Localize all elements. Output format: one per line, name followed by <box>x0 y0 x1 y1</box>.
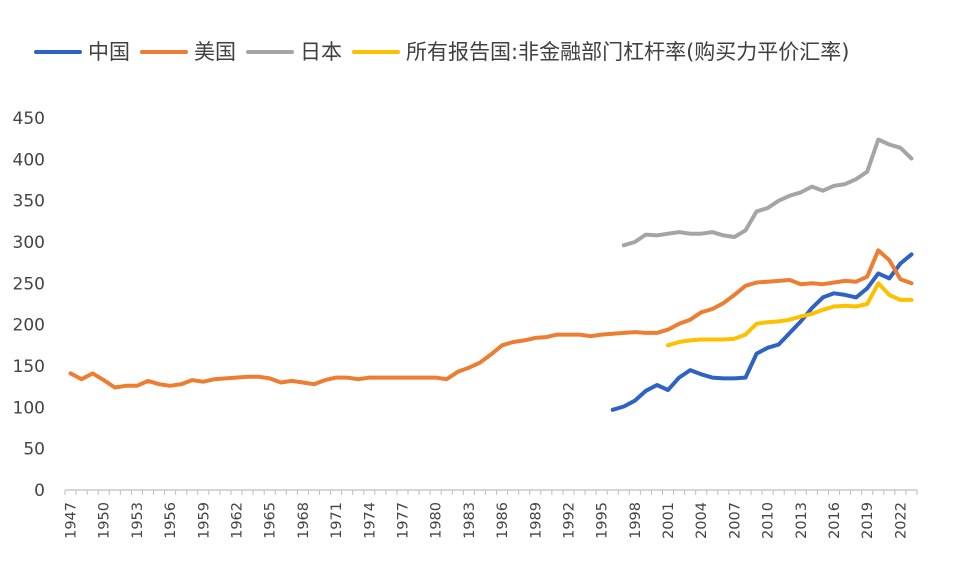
x-tick-label: 1950 <box>97 502 113 539</box>
x-tick-label: 1992 <box>561 502 577 539</box>
x-tick-label: 1962 <box>230 502 246 539</box>
x-tick-label: 1986 <box>495 502 511 539</box>
x-tick-label: 1977 <box>395 502 411 539</box>
y-tick-label: 250 <box>13 274 45 294</box>
legend-label-3: 所有报告国:非金融部门杠杆率(购买力平价汇率) <box>406 40 849 64</box>
legend-label-2: 日本 <box>300 40 342 64</box>
series-line-3 <box>666 281 914 348</box>
x-tick-label: 2001 <box>661 502 677 539</box>
x-tick-label: 2016 <box>827 502 843 539</box>
plot-area <box>68 137 914 412</box>
y-tick-label: 400 <box>13 150 45 170</box>
x-tick-label: 1974 <box>362 502 378 539</box>
x-tick-label: 1983 <box>462 502 478 539</box>
legend-label-1: 美国 <box>194 40 236 64</box>
y-tick-label: 300 <box>13 233 45 253</box>
x-tick-label: 1953 <box>130 502 146 539</box>
y-axis: 0 50 100 150 200 250 300 350 400 450 <box>13 109 45 501</box>
x-tick-label: 1959 <box>196 502 212 539</box>
x-tick-label: 1947 <box>64 502 80 539</box>
x-tick-label: 1968 <box>296 502 312 539</box>
x-tick-label: 1971 <box>329 502 345 539</box>
y-tick-label: 350 <box>13 192 45 212</box>
x-tick-label: 1965 <box>263 502 279 539</box>
x-tick-label: 2004 <box>694 502 710 539</box>
y-tick-label: 200 <box>13 316 45 336</box>
x-tick-label: 2013 <box>794 502 810 539</box>
x-tick-label: 1980 <box>429 502 445 539</box>
y-tick-label: 0 <box>34 481 45 501</box>
series-line-0 <box>610 252 914 412</box>
series-line-1 <box>68 248 914 390</box>
x-tick-label: 1956 <box>163 502 179 539</box>
x-tick-label: 2007 <box>727 502 743 539</box>
y-tick-label: 100 <box>13 398 45 418</box>
x-tick-label: 1998 <box>628 502 644 539</box>
x-axis: 1947 1950 1953 1956 1959 1962 1965 1968 1971 1974… <box>64 489 918 539</box>
x-tick-label: 2019 <box>860 502 876 539</box>
y-tick-label: 50 <box>23 440 45 460</box>
legend-label-0: 中国 <box>88 40 130 64</box>
y-tick-label: 150 <box>13 357 45 377</box>
series-line-2 <box>621 137 914 248</box>
x-tick-label: 2022 <box>893 502 909 539</box>
y-tick-label: 450 <box>13 109 45 129</box>
x-tick-label: 2010 <box>761 502 777 539</box>
legend: 中国 美国 日本 所有报告国:非金融部门杠杆率(购买力平价汇率) <box>34 40 849 64</box>
x-tick-label: 1989 <box>528 502 544 539</box>
x-tick-label: 1995 <box>595 502 611 539</box>
